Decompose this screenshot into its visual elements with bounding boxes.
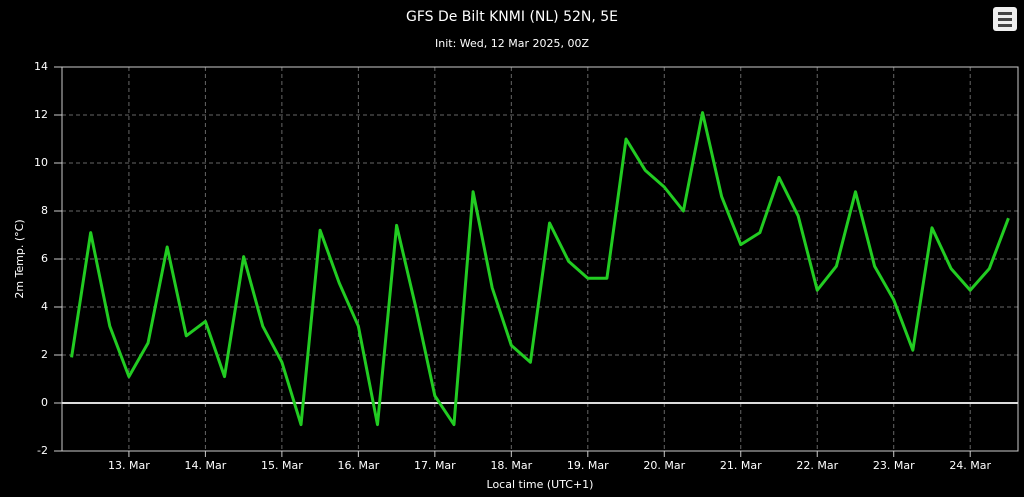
menu-icon-bar [998, 18, 1012, 21]
y-tick-label: 14 [34, 60, 48, 73]
y-axis-label: 2m Temp. (°C) [13, 219, 26, 298]
x-tick-label: 15. Mar [261, 459, 303, 472]
chart-title: GFS De Bilt KNMI (NL) 52N, 5E [406, 9, 618, 25]
y-tick-label: -2 [37, 444, 48, 457]
x-tick-label: 13. Mar [108, 459, 150, 472]
y-tick-label: 2 [41, 348, 48, 361]
plot-border [61, 66, 1019, 452]
chart-subtitle: Init: Wed, 12 Mar 2025, 00Z [435, 37, 589, 50]
x-tick-label: 20. Mar [643, 459, 685, 472]
y-tick-label: 6 [41, 252, 48, 265]
x-tick-label: 23. Mar [873, 459, 915, 472]
y-tick-label: 4 [41, 300, 48, 313]
menu-icon-bar [998, 12, 1012, 15]
x-axis-label: Local time (UTC+1) [487, 478, 594, 491]
x-tick-label: 14. Mar [185, 459, 227, 472]
y-tick-label: 12 [34, 108, 48, 121]
y-tick-label: 0 [41, 396, 48, 409]
x-tick-label: 17. Mar [414, 459, 456, 472]
x-tick-label: 21. Mar [720, 459, 762, 472]
y-tick-label: 10 [34, 156, 48, 169]
x-tick-label: 19. Mar [567, 459, 609, 472]
x-tick-label: 18. Mar [490, 459, 532, 472]
x-tick-label: 24. Mar [949, 459, 991, 472]
menu-icon-bar [998, 24, 1012, 27]
x-tick-label: 22. Mar [796, 459, 838, 472]
menu-button[interactable] [993, 7, 1017, 31]
x-tick-label: 16. Mar [337, 459, 379, 472]
y-tick-label: 8 [41, 204, 48, 217]
line-series [70, 111, 1010, 427]
